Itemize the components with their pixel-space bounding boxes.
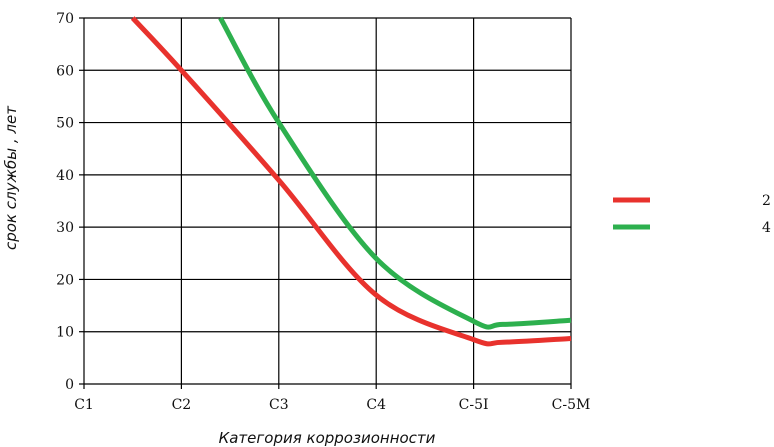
y-tick-labels: 0 10 20 30 40 50 60 70 bbox=[56, 11, 74, 393]
x-tick-label: C-5I bbox=[459, 397, 489, 413]
x-tick-label: C1 bbox=[74, 397, 94, 413]
y-tick-label: 70 bbox=[56, 11, 74, 27]
y-tick-label: 30 bbox=[56, 220, 74, 236]
y-tick-label: 40 bbox=[56, 168, 74, 184]
y-tick-label: 60 bbox=[56, 63, 74, 79]
x-tick-labels: C1 C2 C3 C4 C-5I C-5M bbox=[74, 397, 590, 413]
legend-label: 4 bbox=[762, 220, 771, 236]
series-line-4 bbox=[218, 16, 572, 330]
y-tick-label: 20 bbox=[56, 272, 74, 288]
series-lines bbox=[130, 16, 572, 347]
x-tick-label: C-5M bbox=[552, 397, 591, 413]
x-tick-label: C3 bbox=[269, 397, 289, 413]
y-tick-label: 10 bbox=[56, 325, 74, 341]
x-tick-label: C4 bbox=[366, 397, 386, 413]
legend-label: 2 bbox=[762, 193, 771, 209]
legend: 24 bbox=[613, 193, 771, 236]
series-line-2 bbox=[130, 16, 572, 347]
x-axis-title: Категория коррозионности bbox=[219, 429, 436, 447]
x-tick-label: C2 bbox=[172, 397, 192, 413]
y-tick-label: 0 bbox=[65, 377, 74, 393]
y-tick-label: 50 bbox=[56, 116, 74, 132]
grid bbox=[79, 17, 572, 389]
y-axis-title: срок службы , лет bbox=[2, 105, 20, 250]
